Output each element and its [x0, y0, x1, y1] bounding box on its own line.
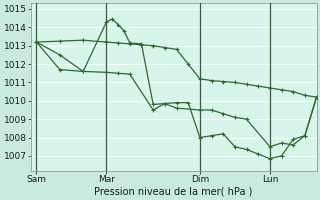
X-axis label: Pression niveau de la mer( hPa ): Pression niveau de la mer( hPa ) — [94, 187, 253, 197]
